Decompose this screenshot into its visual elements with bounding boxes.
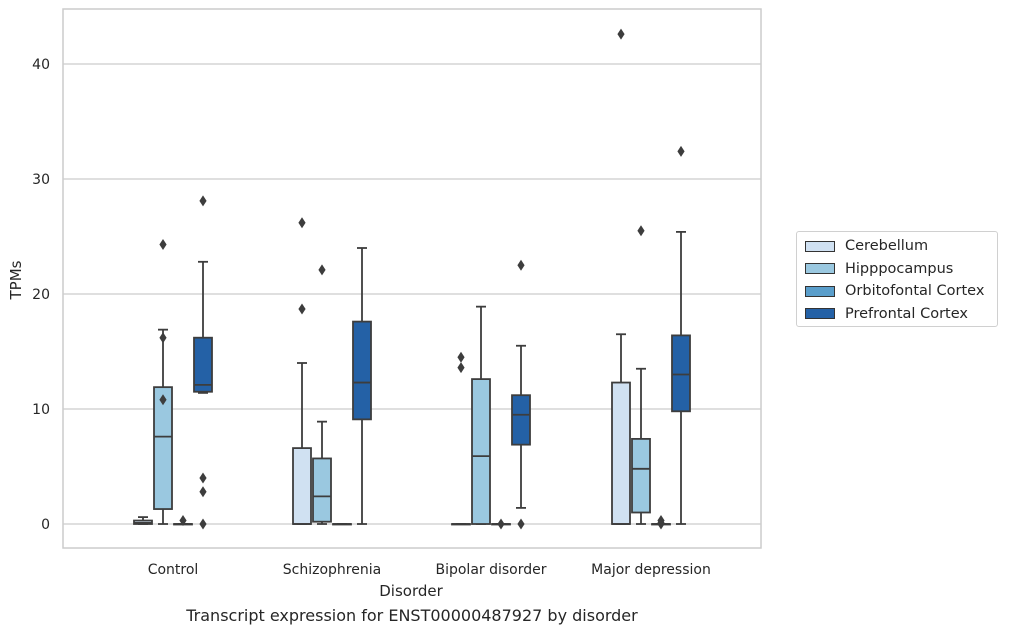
outlier-point [318, 264, 326, 276]
x-tick-label: Schizophrenia [283, 562, 381, 578]
legend-label: Hipppocampus [845, 260, 954, 277]
box-0-3 [611, 28, 631, 525]
x-tick-labels: Control Schizophrenia Bipolar disorder Majo… [148, 562, 711, 578]
box-body [631, 437, 651, 514]
outlier-point [637, 225, 645, 237]
y-axis-label: TPMs [7, 260, 25, 300]
box-body [312, 457, 332, 523]
legend-swatch [805, 240, 835, 252]
box-2-2 [491, 518, 511, 530]
legend-swatch [805, 263, 835, 275]
box-0-0 [133, 516, 153, 525]
y-tick-label: 40 [32, 57, 50, 73]
x-axis-label: Disorder [379, 582, 443, 600]
box-0-2 [451, 351, 471, 526]
box-body [611, 381, 631, 525]
legend-swatch [805, 285, 835, 297]
y-tick-label: 0 [41, 517, 50, 533]
box-3-0 [193, 195, 213, 530]
outlier-point [298, 217, 306, 229]
legend-label: Prefrontal Cortex [845, 305, 968, 322]
outlier-point [199, 195, 207, 207]
outlier-point [657, 515, 665, 527]
y-tick-label: 10 [32, 402, 50, 418]
outlier-point [677, 145, 685, 157]
legend-label: Cerebellum [845, 238, 929, 255]
outlier-point [457, 362, 465, 374]
plot-frame [62, 8, 762, 549]
outlier-point [199, 518, 207, 530]
outlier-point [457, 351, 465, 363]
y-tick-labels: 0 10 20 30 40 [32, 57, 50, 533]
box-body [292, 447, 312, 525]
box-body [193, 336, 213, 393]
box-2-3 [651, 515, 671, 530]
legend-item: Cerebellum [805, 235, 997, 258]
outlier-point [617, 28, 625, 40]
outlier-point [179, 515, 187, 527]
legend-item: Hipppocampus [805, 258, 997, 281]
legend-label: Orbitofontal Cortex [845, 283, 985, 300]
outlier-point [199, 472, 207, 484]
x-tick-label: Major depression [591, 562, 711, 578]
legend: Cerebellum Hipppocampus Orbitofontal Corte… [796, 231, 998, 327]
box-body [352, 320, 372, 421]
box-1-3 [631, 225, 651, 525]
box-2-1 [332, 523, 352, 526]
box-1-1 [312, 264, 332, 525]
box-3-1 [352, 247, 372, 525]
box-1-2 [471, 305, 491, 525]
chart-title: Transcript expression for ENST0000048792… [186, 606, 638, 625]
box-1-0 [153, 239, 173, 525]
box-marks [133, 28, 691, 530]
outlier-point [159, 332, 167, 344]
legend-item: Orbitofontal Cortex [805, 280, 997, 303]
outlier-point [159, 394, 167, 406]
box-body [671, 334, 691, 413]
box-3-3 [671, 145, 691, 525]
box-2-0 [173, 515, 193, 527]
box-3-2 [511, 259, 531, 530]
outlier-point [517, 259, 525, 271]
box-0-1 [292, 217, 312, 525]
box-body [153, 386, 173, 510]
outlier-point [298, 303, 306, 315]
box-body [511, 394, 531, 446]
outlier-point [497, 518, 505, 530]
outlier-point [199, 486, 207, 498]
x-tick-label: Control [148, 562, 199, 578]
x-tick-label: Bipolar disorder [435, 562, 546, 578]
legend-swatch [805, 308, 835, 320]
box-body [471, 378, 491, 525]
outlier-point [517, 518, 525, 530]
legend-item: Prefrontal Cortex [805, 303, 997, 326]
y-tick-label: 30 [32, 172, 50, 188]
outlier-point [159, 239, 167, 251]
y-tick-label: 20 [32, 287, 50, 303]
